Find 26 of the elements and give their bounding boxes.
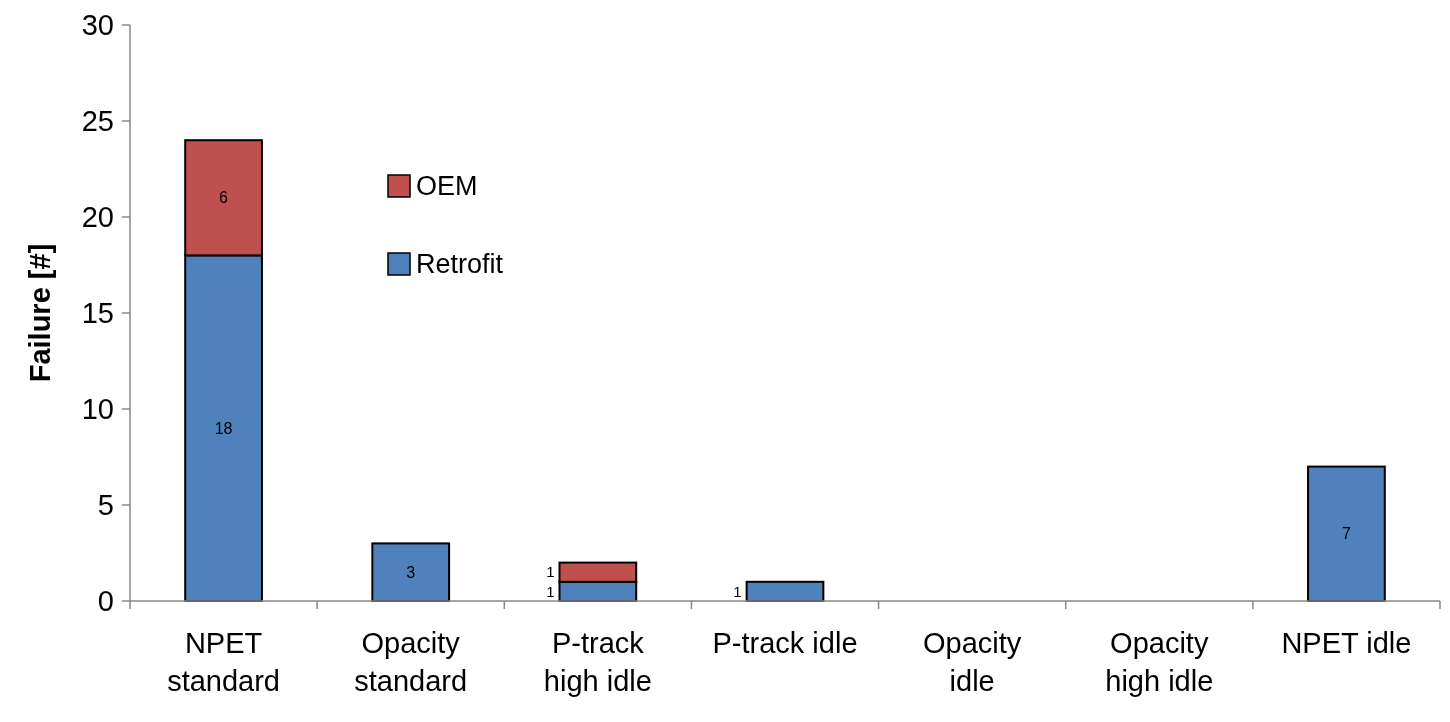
y-tick-label: 5	[97, 489, 114, 522]
legend-label: OEM	[416, 171, 478, 202]
bar	[1307, 465, 1386, 602]
y-tick-label: 25	[81, 105, 114, 138]
y-axis-title: Failure [#]	[24, 243, 56, 383]
data-label: 18	[214, 419, 233, 437]
y-tick-label: 20	[81, 201, 114, 234]
data-label: 1	[546, 563, 555, 581]
data-label: 1	[733, 582, 742, 600]
data-label: 6	[219, 189, 229, 207]
data-label: 3	[406, 563, 416, 581]
y-tick-label: 30	[81, 9, 114, 42]
x-tick-label: Opacity standard	[354, 627, 468, 697]
x-tick-label: P-track idle	[712, 627, 858, 659]
x-tick-label: NPET idle	[1281, 627, 1412, 659]
y-tick-label: 10	[81, 393, 114, 426]
y-tick-label: 15	[81, 297, 114, 330]
legend-label: Retrofit	[416, 249, 504, 280]
data-label: 1	[546, 582, 555, 600]
x-tick-label: P-track high idle	[543, 627, 652, 697]
data-label: 7	[1341, 525, 1351, 543]
x-tick-label: Opacity idle	[922, 627, 1022, 697]
bar	[371, 542, 451, 602]
x-tick-label: Opacity high idle	[1105, 627, 1214, 697]
y-tick-label: 0	[97, 585, 114, 618]
x-tick-label: NPET standard	[167, 627, 280, 697]
